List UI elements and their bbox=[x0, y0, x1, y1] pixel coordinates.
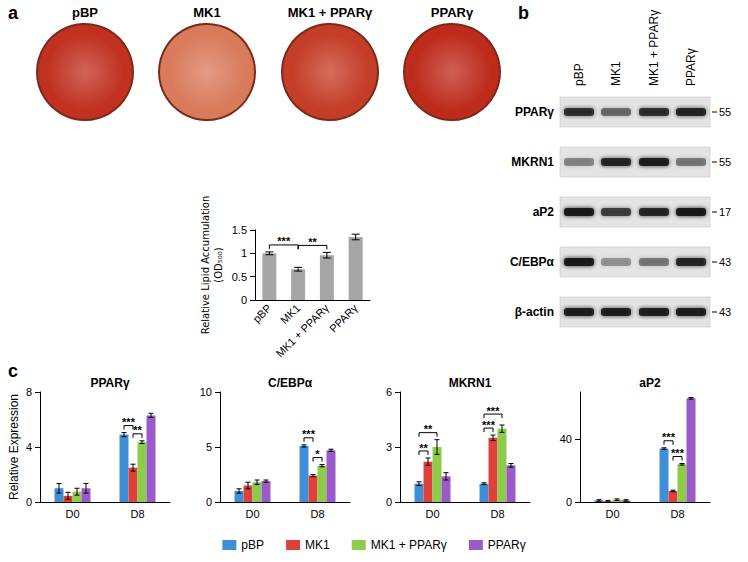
svg-text:55: 55 bbox=[719, 156, 731, 168]
svg-text:MK1: MK1 bbox=[609, 61, 623, 86]
svg-text:***: *** bbox=[482, 419, 496, 431]
svg-text:PPARγ: PPARγ bbox=[431, 5, 474, 20]
svg-text:***: *** bbox=[671, 447, 685, 459]
svg-text:Relative Lipid Accumulation: Relative Lipid Accumulation bbox=[200, 196, 211, 335]
svg-text:5: 5 bbox=[206, 441, 212, 453]
svg-text:pBP: pBP bbox=[72, 5, 98, 20]
svg-text:aP2: aP2 bbox=[639, 376, 661, 390]
svg-text:40: 40 bbox=[560, 433, 572, 445]
svg-text:**: ** bbox=[424, 423, 433, 435]
svg-text:D8: D8 bbox=[310, 508, 324, 520]
svg-text:43: 43 bbox=[719, 256, 731, 268]
svg-text:pBP: pBP bbox=[241, 538, 264, 552]
svg-text:17: 17 bbox=[719, 206, 731, 218]
svg-text:0.5: 0.5 bbox=[232, 271, 247, 283]
svg-text:***: *** bbox=[487, 405, 501, 417]
svg-text:0: 0 bbox=[566, 496, 572, 508]
svg-text:PPARγ: PPARγ bbox=[488, 538, 526, 552]
svg-text:C/EBPα: C/EBPα bbox=[268, 376, 313, 390]
svg-text:PPARγ: PPARγ bbox=[90, 376, 129, 390]
svg-text:3: 3 bbox=[386, 441, 392, 453]
svg-text:1: 1 bbox=[241, 247, 247, 259]
svg-text:MK1: MK1 bbox=[305, 538, 330, 552]
svg-text:Relative Expression: Relative Expression bbox=[7, 394, 21, 500]
svg-text:4: 4 bbox=[26, 441, 32, 453]
svg-text:**: ** bbox=[419, 442, 428, 454]
svg-text:a: a bbox=[8, 3, 19, 23]
svg-text:0: 0 bbox=[241, 294, 247, 306]
svg-text:8: 8 bbox=[26, 386, 32, 398]
svg-text:D0: D0 bbox=[245, 508, 259, 520]
svg-text:MK1: MK1 bbox=[278, 302, 302, 326]
svg-text:MKRN1: MKRN1 bbox=[511, 155, 554, 169]
svg-text:55: 55 bbox=[719, 106, 731, 118]
svg-text:aP2: aP2 bbox=[533, 205, 555, 219]
svg-text:**: ** bbox=[133, 424, 142, 436]
svg-text:PPARγ: PPARγ bbox=[684, 48, 698, 86]
svg-text:(OD₅₀₀): (OD₅₀₀) bbox=[213, 247, 224, 282]
svg-text:PPARγ: PPARγ bbox=[515, 105, 554, 119]
svg-text:MK1: MK1 bbox=[193, 5, 220, 20]
svg-text:β-actin: β-actin bbox=[515, 305, 554, 319]
svg-text:***: *** bbox=[302, 428, 316, 440]
svg-text:C/EBPα: C/EBPα bbox=[510, 255, 555, 269]
svg-text:1.5: 1.5 bbox=[232, 224, 247, 236]
svg-text:10: 10 bbox=[200, 386, 212, 398]
svg-text:D8: D8 bbox=[130, 508, 144, 520]
svg-text:MK1 + PPARγ: MK1 + PPARγ bbox=[273, 301, 331, 359]
svg-text:0: 0 bbox=[386, 496, 392, 508]
svg-text:D0: D0 bbox=[65, 508, 79, 520]
svg-text:0: 0 bbox=[26, 496, 32, 508]
svg-text:***: *** bbox=[277, 235, 291, 247]
svg-text:b: b bbox=[518, 3, 529, 23]
svg-text:MK1 + PPARγ: MK1 + PPARγ bbox=[371, 538, 447, 552]
svg-text:0: 0 bbox=[206, 496, 212, 508]
svg-text:PPARγ: PPARγ bbox=[327, 301, 360, 334]
svg-text:MK1 + PPARγ: MK1 + PPARγ bbox=[288, 5, 373, 20]
svg-text:MKRN1: MKRN1 bbox=[449, 376, 492, 390]
svg-text:*: * bbox=[315, 448, 320, 460]
svg-text:6: 6 bbox=[386, 386, 392, 398]
svg-text:pBP: pBP bbox=[572, 63, 586, 86]
svg-text:D8: D8 bbox=[490, 508, 504, 520]
svg-text:D8: D8 bbox=[670, 508, 684, 520]
svg-text:c: c bbox=[8, 361, 18, 381]
svg-text:D0: D0 bbox=[425, 508, 439, 520]
svg-text:D0: D0 bbox=[605, 508, 619, 520]
svg-text:pBP: pBP bbox=[250, 302, 273, 325]
svg-text:***: *** bbox=[662, 431, 676, 443]
svg-text:**: ** bbox=[308, 236, 317, 248]
svg-text:43: 43 bbox=[719, 306, 731, 318]
svg-text:MK1 + PPARγ: MK1 + PPARγ bbox=[647, 10, 661, 86]
